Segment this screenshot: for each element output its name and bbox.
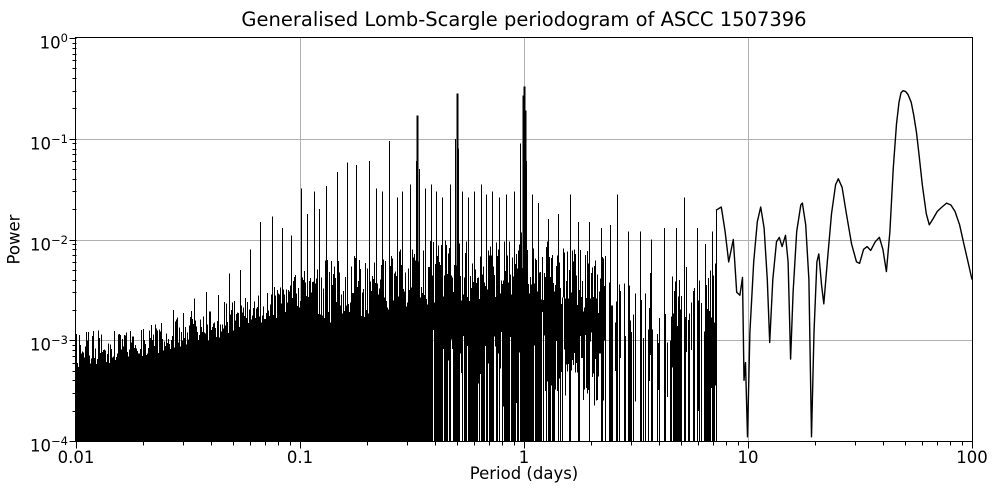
y-tick-label-10e-2: 10−2 — [30, 232, 68, 255]
noise-mass — [76, 232, 717, 441]
x-tick-label-0.01: 0.01 — [57, 448, 95, 467]
y-tick-label-10e-3: 10−3 — [30, 333, 68, 355]
x-tick-label-0.1: 0.1 — [286, 448, 314, 467]
y-tick-label-10e-4: 10−4 — [30, 434, 68, 456]
x-tick-label-1: 1 — [518, 448, 530, 467]
chart-title: Generalised Lomb-Scargle periodogram of … — [241, 8, 807, 31]
smooth-curve — [715, 90, 973, 438]
y-tick-label-10e0: 100 — [39, 31, 68, 53]
x-tick-label-100: 100 — [956, 448, 988, 467]
peak-spikes — [172, 138, 718, 441]
major-peak-spikes — [416, 86, 527, 441]
x-tick-label-10: 10 — [737, 448, 759, 467]
plot-frame — [75, 37, 973, 442]
axis-ticks — [69, 38, 973, 449]
y-tick-label-10e-1: 10−1 — [30, 131, 68, 154]
x-axis-label: Period (days) — [469, 464, 579, 483]
